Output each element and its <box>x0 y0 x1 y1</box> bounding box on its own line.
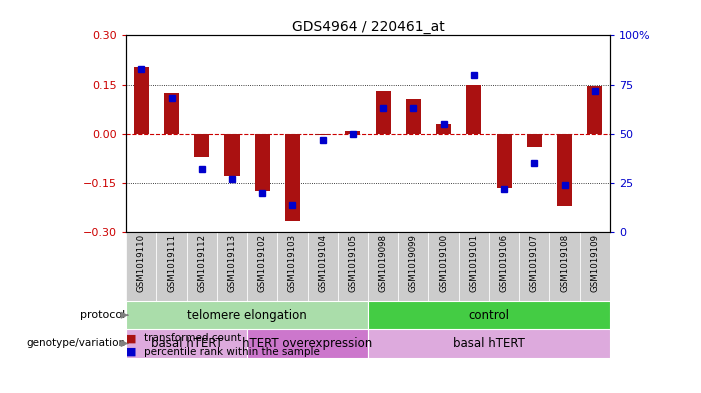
Bar <box>346 130 360 134</box>
Bar <box>247 232 278 301</box>
Bar <box>186 232 217 301</box>
Bar <box>428 232 458 301</box>
Bar <box>466 84 482 134</box>
Text: GSM1019110: GSM1019110 <box>137 234 146 292</box>
Bar <box>126 301 368 329</box>
Bar <box>496 134 512 188</box>
Bar <box>217 232 247 301</box>
Text: hTERT overexpression: hTERT overexpression <box>243 337 373 350</box>
Text: GSM1019108: GSM1019108 <box>560 234 569 292</box>
Text: GSM1019106: GSM1019106 <box>500 234 508 292</box>
Bar <box>526 134 542 147</box>
Bar <box>368 301 610 329</box>
Text: GSM1019101: GSM1019101 <box>470 234 478 292</box>
Bar <box>398 232 428 301</box>
Bar <box>338 232 368 301</box>
Bar <box>126 232 156 301</box>
Text: GSM1019105: GSM1019105 <box>348 234 358 292</box>
Bar <box>247 329 368 358</box>
Text: GSM1019102: GSM1019102 <box>258 234 266 292</box>
Bar <box>376 91 390 134</box>
Text: GSM1019100: GSM1019100 <box>439 234 448 292</box>
Bar <box>458 232 489 301</box>
Bar <box>285 134 300 221</box>
Bar <box>278 232 308 301</box>
Text: GSM1019109: GSM1019109 <box>590 234 599 292</box>
Bar <box>308 232 338 301</box>
Bar <box>315 134 330 136</box>
Bar <box>254 134 270 191</box>
Text: telomere elongation: telomere elongation <box>187 309 307 322</box>
Bar <box>587 86 602 134</box>
Bar <box>436 124 451 134</box>
Text: GSM1019103: GSM1019103 <box>288 234 297 292</box>
Text: genotype/variation: genotype/variation <box>27 338 125 349</box>
Text: GSM1019107: GSM1019107 <box>530 234 539 292</box>
Text: GSM1019113: GSM1019113 <box>228 234 236 292</box>
Title: GDS4964 / 220461_at: GDS4964 / 220461_at <box>292 20 444 34</box>
Text: ■: ■ <box>126 347 137 357</box>
Bar <box>224 134 240 176</box>
Bar <box>406 99 421 134</box>
Text: protocol: protocol <box>81 310 125 320</box>
Bar <box>550 232 580 301</box>
Text: GSM1019098: GSM1019098 <box>379 234 388 292</box>
Bar <box>194 134 210 157</box>
Text: GSM1019099: GSM1019099 <box>409 234 418 292</box>
Bar <box>580 232 610 301</box>
Text: GSM1019112: GSM1019112 <box>197 234 206 292</box>
Text: percentile rank within the sample: percentile rank within the sample <box>144 347 320 357</box>
Text: basal hTERT: basal hTERT <box>151 337 223 350</box>
Text: control: control <box>468 309 510 322</box>
Bar <box>134 66 149 134</box>
Text: GSM1019104: GSM1019104 <box>318 234 327 292</box>
Bar <box>489 232 519 301</box>
Bar <box>557 134 572 206</box>
Text: transformed count: transformed count <box>144 334 241 343</box>
Bar <box>156 232 186 301</box>
Text: GSM1019111: GSM1019111 <box>167 234 176 292</box>
Bar <box>368 329 610 358</box>
Bar <box>368 232 398 301</box>
Text: basal hTERT: basal hTERT <box>453 337 525 350</box>
Bar <box>519 232 550 301</box>
Bar <box>126 329 247 358</box>
Text: ■: ■ <box>126 334 137 343</box>
Bar <box>164 93 179 134</box>
